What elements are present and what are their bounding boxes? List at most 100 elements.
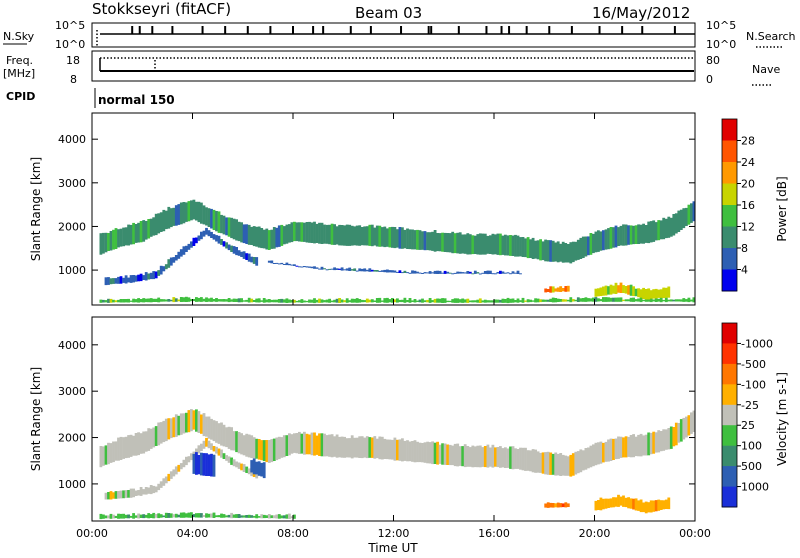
heatmap-cell	[179, 463, 183, 470]
heatmap-cell	[534, 298, 537, 303]
heatmap-cell	[649, 297, 653, 303]
heatmap-cell	[260, 440, 264, 461]
heatmap-cell	[295, 300, 299, 303]
heatmap-cell	[272, 299, 276, 303]
heatmap-cell	[408, 229, 412, 250]
heatmap-cell	[147, 428, 151, 451]
heatmap-cell	[509, 298, 512, 303]
heatmap-cell	[458, 299, 462, 303]
heatmap-cell	[207, 416, 211, 439]
heatmap-cell	[355, 298, 359, 303]
heatmap-cell	[313, 266, 316, 269]
x-tick-label: 16:00	[478, 527, 510, 540]
heatmap-cell	[526, 299, 530, 303]
heatmap-cell	[212, 446, 216, 452]
heatmap-cell	[363, 300, 367, 303]
heatmap-cell	[559, 243, 563, 262]
heatmap-cell	[250, 298, 254, 303]
heatmap-cell	[147, 513, 151, 519]
heatmap-cell	[237, 221, 241, 242]
heatmap-cell	[270, 229, 274, 249]
heatmap-cell	[607, 286, 610, 295]
heatmap-cell	[692, 410, 696, 432]
heatmap-cell	[662, 429, 666, 451]
heatmap-cell	[190, 299, 193, 302]
heatmap-cell	[192, 514, 196, 518]
heatmap-cell	[230, 457, 233, 465]
heatmap-cell	[561, 299, 565, 302]
heatmap-cell	[255, 298, 259, 303]
heatmap-cell	[607, 498, 610, 508]
heatmap-cell	[516, 235, 520, 257]
heatmap-cell	[250, 515, 254, 518]
heatmap-cell	[453, 443, 457, 467]
heatmap-cell	[549, 286, 553, 293]
colorbar-tick-label: 8	[741, 242, 748, 255]
heatmap-cell	[112, 299, 115, 303]
heatmap-cell	[368, 268, 372, 272]
heatmap-cell	[230, 217, 233, 239]
heatmap-cell	[574, 299, 578, 302]
heatmap-cell	[504, 299, 507, 303]
heatmap-cell	[232, 431, 236, 451]
heatmap-cell	[230, 427, 233, 451]
heatmap-cell	[240, 222, 243, 243]
heatmap-cell	[192, 453, 196, 474]
heatmap-cell	[411, 441, 414, 462]
heatmap-cell	[335, 268, 339, 270]
heatmap-cell	[599, 231, 603, 251]
heatmap-cell	[634, 498, 638, 511]
heatmap-cell	[295, 265, 299, 267]
heatmap-cell	[576, 297, 580, 302]
power-heatmap-cells	[99, 199, 696, 304]
heatmap-cell	[252, 458, 256, 475]
heatmap-cell	[373, 300, 377, 302]
y-tick-label: 4000	[58, 339, 86, 352]
heatmap-cell	[365, 298, 369, 303]
heatmap-cell	[368, 299, 372, 303]
heatmap-cell	[303, 431, 306, 455]
heatmap-cell	[280, 298, 284, 303]
heatmap-cell	[343, 300, 346, 303]
heatmap-cell	[182, 413, 186, 434]
heatmap-cell	[519, 447, 522, 470]
heatmap-cell	[222, 453, 226, 459]
heatmap-cell	[416, 229, 419, 250]
heatmap-cell	[667, 286, 671, 298]
heatmap-cell	[310, 432, 314, 456]
colorbar-swatch	[722, 445, 737, 467]
heatmap-cell	[486, 300, 490, 303]
heatmap-cell	[270, 515, 274, 519]
heatmap-cell	[524, 447, 527, 471]
heatmap-cell	[569, 454, 573, 477]
heatmap-cell	[210, 453, 213, 477]
heatmap-cell	[164, 299, 168, 302]
heatmap-cell	[242, 300, 246, 302]
heatmap-cell	[300, 222, 304, 242]
heatmap-cell	[245, 253, 249, 260]
heatmap-cell	[647, 432, 651, 456]
heatmap-cell	[245, 224, 249, 244]
heatmap-cell	[255, 461, 259, 475]
heatmap-cell	[247, 297, 251, 303]
heatmap-cell	[559, 299, 563, 302]
heatmap-cell	[325, 224, 329, 244]
heatmap-cell	[496, 299, 500, 303]
heatmap-cell	[109, 298, 113, 303]
heatmap-cell	[486, 235, 490, 254]
heatmap-cell	[637, 298, 640, 302]
heatmap-cell	[117, 513, 120, 519]
heatmap-cell	[340, 267, 344, 271]
heatmap-cell	[501, 448, 505, 468]
heatmap-cell	[365, 269, 369, 272]
heatmap-cell	[386, 297, 389, 303]
heatmap-cell	[305, 300, 309, 303]
heatmap-cell	[667, 216, 671, 238]
heatmap-cell	[659, 431, 663, 452]
heatmap-cell	[257, 461, 261, 476]
heatmap-cell	[551, 503, 555, 508]
heatmap-cell	[609, 498, 613, 508]
heatmap-cell	[629, 297, 633, 302]
heatmap-cell	[659, 500, 663, 510]
heatmap-cell	[270, 260, 274, 264]
